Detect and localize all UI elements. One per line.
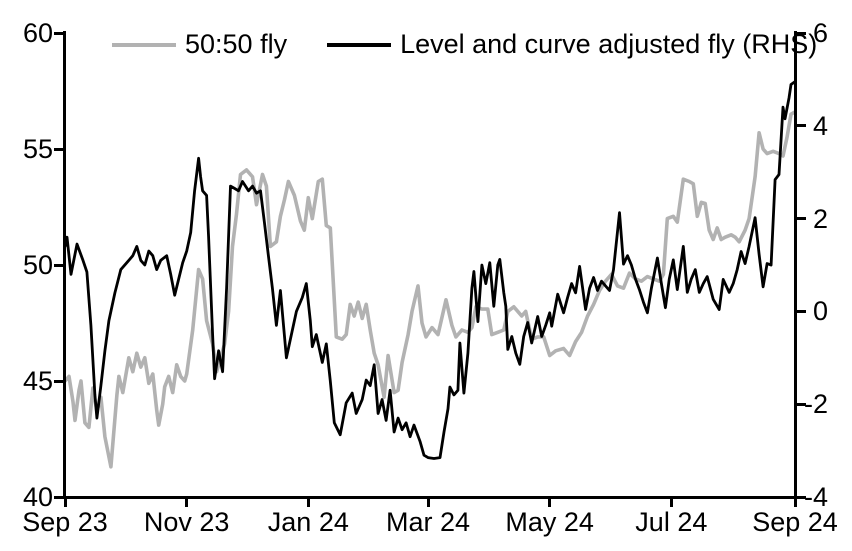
right-tick	[795, 495, 806, 499]
legend-item-5050-fly: 50:50 fly	[112, 31, 287, 58]
x-tick	[306, 497, 310, 507]
left-tick-label: 40	[22, 482, 53, 512]
left-tick	[54, 147, 65, 151]
x-tick-label: Sep 23	[22, 507, 108, 537]
left-tick	[54, 263, 65, 267]
x-tick	[669, 497, 673, 507]
series-line-5050-fly	[63, 110, 797, 469]
x-tick-label: Sep 24	[752, 507, 838, 537]
right-tick-label: -2	[803, 389, 828, 420]
x-tick	[426, 497, 430, 507]
x-tick	[63, 497, 67, 507]
legend: 50:50 fly Level and curve adjusted fly (…	[112, 31, 817, 58]
left-tick	[54, 31, 65, 35]
right-tick	[795, 31, 806, 35]
x-tick	[793, 497, 797, 507]
left-tick-label: 45	[22, 366, 53, 396]
x-tick-label: Mar 24	[385, 507, 471, 537]
right-tick-label: 6	[812, 18, 828, 48]
gray-line-swatch	[112, 42, 176, 47]
x-tick	[548, 497, 552, 507]
left-tick-label: 60	[22, 18, 53, 48]
right-axis-spine	[793, 31, 797, 499]
right-tick-label: -4	[803, 482, 828, 512]
legend-item-adjusted-fly: Level and curve adjusted fly (RHS)	[327, 31, 817, 58]
x-tick-label: May 24	[505, 507, 594, 537]
x-tick-label: Jul 24	[635, 507, 708, 537]
left-tick-label: 55	[22, 134, 53, 164]
right-tick	[795, 217, 806, 221]
legend-label-adjusted-fly: Level and curve adjusted fly (RHS)	[400, 29, 818, 59]
right-tick-label: 2	[812, 203, 828, 234]
x-tick	[185, 497, 189, 507]
right-tick-label: 0	[812, 296, 828, 327]
right-tick	[795, 309, 806, 313]
left-tick	[54, 495, 65, 499]
legend-label-5050-fly: 50:50 fly	[185, 29, 288, 59]
left-tick-label: 50	[22, 250, 53, 280]
black-line-swatch	[327, 42, 392, 47]
x-tick-label: Nov 23	[143, 507, 230, 537]
x-tick-label: Jan 24	[267, 507, 349, 537]
series-line-adjusted-fly	[63, 80, 797, 460]
right-tick	[795, 402, 806, 406]
bottom-axis-spine	[63, 495, 797, 500]
right-tick	[795, 124, 806, 128]
left-tick	[54, 379, 65, 383]
right-tick-label: 4	[812, 110, 828, 141]
